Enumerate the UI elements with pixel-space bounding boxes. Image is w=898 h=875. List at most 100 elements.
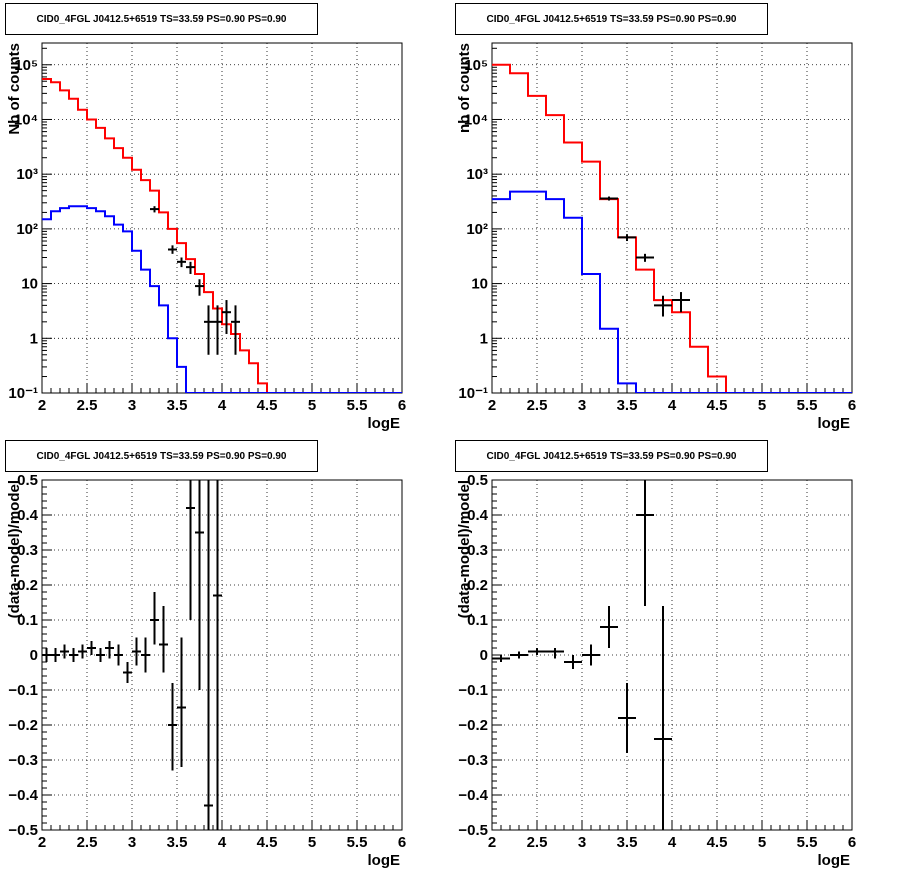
y-tick-label: 10 [21, 276, 38, 293]
x-tick-label: 6 [398, 834, 406, 851]
y-tick-label: 0.5 [17, 472, 38, 489]
x-tick-label: 3.5 [617, 397, 638, 414]
data-point [105, 641, 114, 659]
series-layer [42, 480, 222, 830]
x-tick-label: 2.5 [77, 834, 98, 851]
data-point [159, 606, 168, 673]
data-point [654, 606, 672, 830]
y-tick-label: 10⁵ [14, 57, 38, 74]
data-point [177, 257, 186, 268]
x-tick-label: 5 [308, 834, 316, 851]
y-tick-label: 10⁴ [14, 111, 38, 128]
data-point [132, 637, 141, 666]
data-point [123, 662, 132, 683]
data-point [213, 480, 222, 830]
x-tick-label: 2 [38, 397, 46, 414]
data-point [96, 648, 105, 662]
y-tick-label: 0.3 [467, 542, 488, 559]
y-tick-label: 10² [466, 221, 488, 238]
x-tick-label: 3.5 [167, 397, 188, 414]
y-tick-label: 10⁵ [464, 57, 488, 74]
x-axis-label: logE [368, 852, 401, 869]
x-tick-label: 5 [758, 834, 766, 851]
y-tick-label: −0.5 [458, 822, 488, 839]
y-tick-label: 10⁻¹ [8, 385, 38, 402]
x-tick-label: 4.5 [257, 834, 278, 851]
x-tick-label: 5 [758, 397, 766, 414]
x-tick-label: 3 [128, 834, 136, 851]
data-point [546, 648, 564, 659]
data-point [195, 279, 204, 296]
x-tick-label: 3 [128, 397, 136, 414]
x-tick-label: 5.5 [797, 834, 818, 851]
x-tick-label: 3 [578, 834, 586, 851]
y-tick-label: 10³ [16, 166, 38, 183]
data-point [141, 637, 150, 673]
x-tick-label: 3 [578, 397, 586, 414]
data-point [654, 295, 672, 317]
chart-title: CID0_4FGL J0412.5+6519 TS=33.59 PS=0.90 … [455, 3, 768, 35]
x-tick-label: 2 [488, 834, 496, 851]
plot-frame [41, 42, 403, 394]
data-point [186, 261, 195, 274]
series-layer [492, 63, 852, 393]
y-tick-label: 0.1 [467, 612, 488, 629]
y-tick-label: 1 [30, 330, 38, 347]
data-point [510, 651, 528, 659]
data-point [204, 305, 213, 355]
model-total-histogram [42, 78, 402, 393]
y-axis-label: (data-model)/model [6, 480, 23, 618]
y-tick-label: 0.2 [467, 577, 488, 594]
y-tick-label: 10² [16, 221, 38, 238]
data-point [636, 480, 654, 606]
y-tick-label: −0.5 [8, 822, 38, 839]
y-tick-label: 10⁻¹ [458, 385, 488, 402]
y-tick-label: 10⁴ [464, 111, 488, 128]
x-tick-label: 4 [668, 397, 677, 414]
y-axis-label: nb of counts [456, 43, 473, 133]
data-point [150, 206, 159, 213]
y-tick-label: −0.3 [8, 752, 38, 769]
x-axis-label: logE [368, 415, 401, 432]
x-tick-label: 2.5 [527, 397, 548, 414]
y-tick-label: 10³ [466, 166, 488, 183]
chart-panel-top-right: 2 2.5 3 3.5 4 4.5 5 5.5 6 10⁻¹ 1 10 10² 10³ 10⁴ 10⁵ logE… [456, 42, 856, 432]
y-tick-label: 0.3 [17, 542, 38, 559]
series-layer [42, 78, 402, 393]
x-tick-label: 4 [218, 397, 227, 414]
data-point [582, 644, 600, 666]
data-point [78, 644, 87, 659]
x-tick-label: 5 [308, 397, 316, 414]
data-point [618, 683, 636, 753]
data-point [204, 480, 213, 830]
x-tick-label: 4 [218, 834, 227, 851]
data-point [186, 480, 195, 620]
data-point [42, 648, 51, 662]
y-tick-label: 10 [471, 276, 488, 293]
x-tick-label: 2.5 [527, 834, 548, 851]
x-tick-label: 4.5 [707, 834, 728, 851]
x-tick-label: 2.5 [77, 397, 98, 414]
data-point [195, 480, 204, 690]
y-tick-label: 0.2 [17, 577, 38, 594]
x-tick-label: 4.5 [707, 397, 728, 414]
chart-panel-bottom-left: 2 2.5 3 3.5 4 4.5 5 5.5 6 −0.5 −0.4 −0.3 −0.2 −0.1 0 0.… [6, 472, 406, 869]
x-tick-label: 4 [668, 834, 677, 851]
data-point [618, 234, 636, 242]
x-tick-label: 2 [38, 834, 46, 851]
data-point [150, 592, 159, 645]
y-tick-label: −0.2 [8, 717, 38, 734]
data-point [492, 655, 510, 662]
data-point [672, 292, 690, 313]
x-axis-label: logE [818, 852, 851, 869]
data-point [222, 300, 231, 334]
x-tick-label: 2 [488, 397, 496, 414]
x-tick-label: 5.5 [347, 834, 368, 851]
x-tick-label: 5.5 [347, 397, 368, 414]
y-tick-label: −0.3 [458, 752, 488, 769]
data-point [231, 305, 240, 355]
x-axis-label: logE [818, 415, 851, 432]
plot-frame [491, 42, 853, 394]
y-tick-label: 0 [30, 647, 38, 664]
